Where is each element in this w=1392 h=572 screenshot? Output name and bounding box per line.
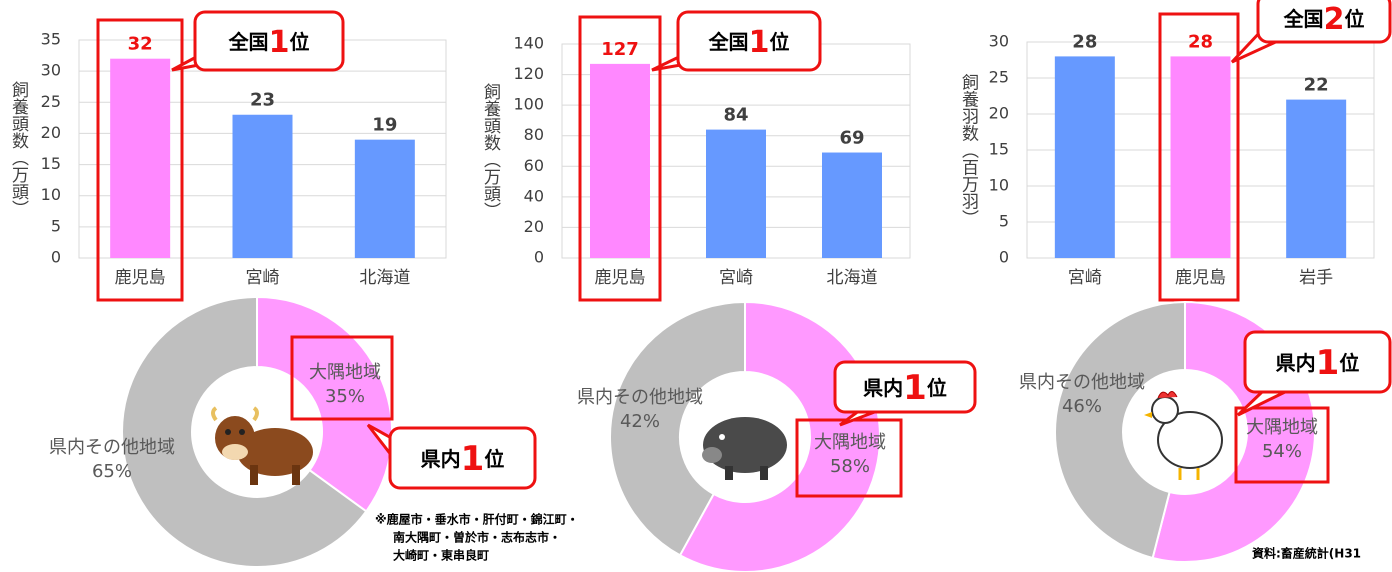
y-tick-label: 5 xyxy=(999,212,1009,231)
segment-value: 58% xyxy=(830,456,870,477)
y-tick-label: 0 xyxy=(534,248,544,267)
y-tick-label: 120 xyxy=(513,64,544,83)
callout-part: 全国 xyxy=(1283,7,1324,31)
bar xyxy=(706,130,766,258)
y-axis-label: 飼養頭数（万頭） xyxy=(8,81,29,217)
value-label: 19 xyxy=(372,115,397,136)
bar xyxy=(355,140,415,258)
callout-part: 位 xyxy=(289,30,309,54)
y-tick-label: 20 xyxy=(41,123,61,142)
bar xyxy=(110,59,170,258)
bar xyxy=(1171,56,1231,258)
y-tick-label: 0 xyxy=(999,248,1009,267)
y-tick-label: 10 xyxy=(41,185,61,204)
value-label: 69 xyxy=(839,128,864,149)
callout-part: 県内 xyxy=(1276,351,1316,375)
callout-part: 1 xyxy=(749,25,770,60)
infographic: 05101520253035飼養頭数（万頭）32鹿児島23宮崎19北海道全国1位… xyxy=(0,0,1392,572)
segment-name: 県内その他地域 xyxy=(49,437,175,458)
y-tick-label: 20 xyxy=(989,104,1009,123)
bar xyxy=(822,153,882,258)
x-tick-label: 宮崎 xyxy=(719,268,753,288)
value-label: 28 xyxy=(1188,31,1213,52)
y-tick-label: 0 xyxy=(51,248,61,267)
y-axis-label: 飼養頭数（万頭） xyxy=(480,83,501,219)
y-tick-label: 10 xyxy=(989,176,1009,195)
x-tick-label: 北海道 xyxy=(827,268,878,288)
callout-part: 位 xyxy=(927,376,947,400)
x-tick-label: 北海道 xyxy=(359,268,410,288)
callout-part: 全国 xyxy=(708,30,749,54)
y-tick-label: 30 xyxy=(41,61,61,80)
callout-part: 1 xyxy=(461,439,485,479)
y-tick-label: 80 xyxy=(524,125,544,144)
callout-part: 位 xyxy=(1344,7,1364,31)
x-tick-label: 鹿児島 xyxy=(115,268,166,288)
segment-value: 65% xyxy=(92,461,132,482)
y-tick-label: 140 xyxy=(513,34,544,53)
x-tick-label: 宮崎 xyxy=(1068,268,1102,288)
y-tick-label: 15 xyxy=(989,140,1009,159)
y-tick-label: 20 xyxy=(524,217,544,236)
y-tick-label: 25 xyxy=(41,92,61,111)
y-tick-label: 25 xyxy=(989,68,1009,87)
y-tick-label: 100 xyxy=(513,95,544,114)
callout-part: 全国 xyxy=(228,30,269,54)
callout-part: 位 xyxy=(1339,351,1359,375)
y-tick-label: 15 xyxy=(41,154,61,173)
y-tick-label: 5 xyxy=(51,216,61,235)
x-tick-label: 鹿児島 xyxy=(1175,268,1226,288)
segment-value: 42% xyxy=(620,411,660,432)
bar xyxy=(1055,56,1115,258)
pig-icon xyxy=(702,417,787,480)
segment-name: 大隅地域 xyxy=(814,432,886,453)
bar xyxy=(590,64,650,258)
value-label: 28 xyxy=(1072,31,1097,52)
y-tick-label: 60 xyxy=(524,156,544,175)
y-axis-label: 飼養羽数（百万羽） xyxy=(958,73,979,226)
callout-part: 位 xyxy=(484,447,504,471)
value-label: 22 xyxy=(1304,75,1329,96)
callout-part: 県内 xyxy=(863,376,903,400)
segment-name: 大隅地域 xyxy=(1246,417,1318,438)
y-tick-label: 35 xyxy=(41,30,61,49)
segment-name: 大隅地域 xyxy=(309,362,381,383)
footnote: ※鹿屋市・垂水市・肝付町・錦江町・ xyxy=(375,512,579,527)
callout-part: 2 xyxy=(1324,2,1345,37)
source-note: 資料:畜産統計(H31 xyxy=(1252,546,1361,561)
callout-part: 1 xyxy=(1316,343,1340,383)
callout-part: 位 xyxy=(769,30,789,54)
segment-name: 県内その他地域 xyxy=(1019,372,1145,393)
bar xyxy=(233,115,293,258)
x-tick-label: 宮崎 xyxy=(246,268,280,288)
chicken-icon xyxy=(1144,391,1222,480)
footnote: 南大隅町・曽於市・志布志市・ xyxy=(393,530,561,545)
callout-part: 1 xyxy=(903,368,927,408)
bar xyxy=(1286,100,1346,258)
value-label: 32 xyxy=(128,34,153,55)
segment-value: 35% xyxy=(325,386,365,407)
segment-value: 46% xyxy=(1062,396,1102,417)
callout-part: 県内 xyxy=(421,447,461,471)
value-label: 127 xyxy=(601,39,639,60)
value-label: 84 xyxy=(723,105,748,126)
segment-value: 54% xyxy=(1262,441,1302,462)
segment-name: 県内その他地域 xyxy=(577,387,703,408)
value-label: 23 xyxy=(250,90,275,111)
footnote: 大崎町・東串良町 xyxy=(393,548,489,563)
x-tick-label: 岩手 xyxy=(1299,268,1333,288)
y-tick-label: 40 xyxy=(524,186,544,205)
y-tick-label: 30 xyxy=(989,32,1009,51)
x-tick-label: 鹿児島 xyxy=(595,268,646,288)
callout-part: 1 xyxy=(269,25,290,60)
